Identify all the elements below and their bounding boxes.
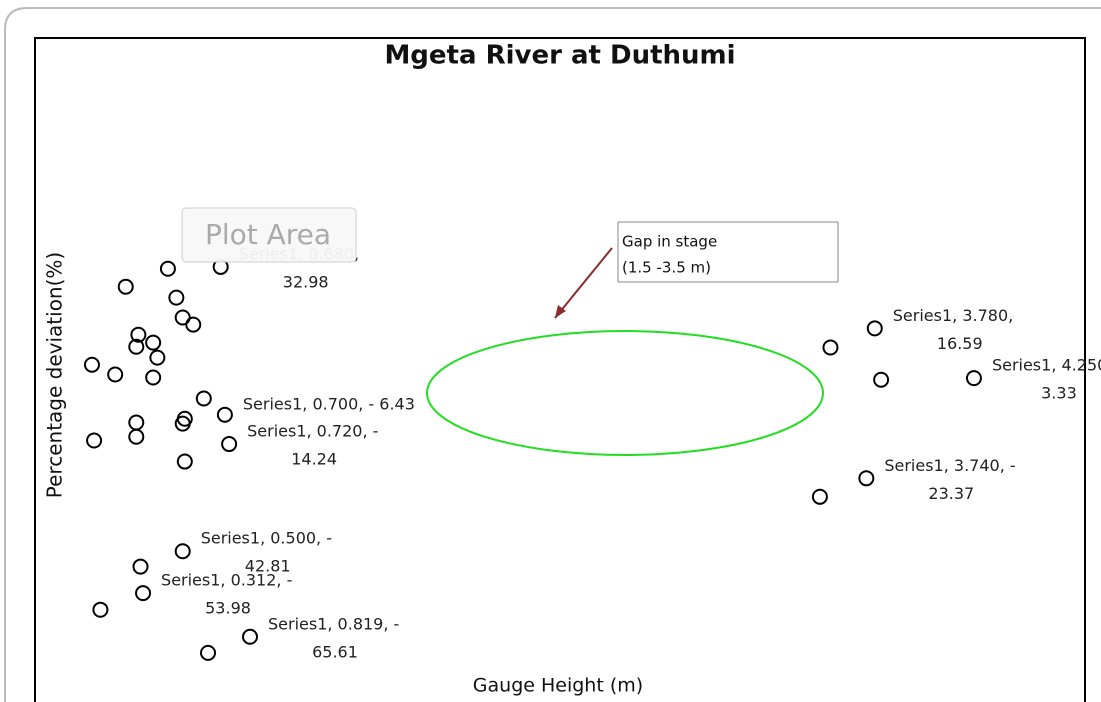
point: [128, 428, 145, 445]
point: [107, 366, 124, 383]
point: [168, 289, 185, 306]
point: [159, 260, 176, 277]
point: [174, 543, 191, 560]
data-label: 65.61: [312, 642, 358, 661]
data-label: Series1, 3.740, -: [884, 456, 1015, 475]
x-axis-label: Gauge Height (m): [473, 675, 643, 697]
data-label: Series1, 4.250,: [992, 356, 1101, 375]
point: [858, 470, 875, 487]
callout-arrow: [554, 247, 613, 319]
point: [86, 432, 103, 449]
point: [135, 585, 152, 602]
callout-arrowhead: [555, 305, 566, 318]
point: [965, 370, 982, 387]
data-label: Series1, 0.312, -: [161, 571, 292, 590]
point: [145, 334, 162, 351]
point: [117, 278, 134, 295]
point: [242, 628, 259, 645]
y-axis-label: Percentage deviation(%): [43, 252, 67, 498]
point: [149, 349, 166, 366]
data-label: Series1, 0.720, -: [247, 422, 378, 441]
data-label: 14.24: [291, 450, 337, 469]
point: [128, 338, 145, 355]
chart-title: Mgeta River at Duthumi: [384, 41, 735, 71]
point: [873, 371, 890, 388]
tooltip: [181, 207, 357, 263]
gap-ellipse: [426, 330, 824, 456]
point: [822, 339, 839, 356]
point: [132, 558, 149, 575]
point: [176, 453, 193, 470]
tooltip-text: Plot Area: [205, 218, 331, 251]
callout-box: [617, 221, 839, 283]
data-label: 32.98: [283, 272, 329, 291]
callout-text: Gap in stage: [622, 233, 717, 251]
point: [145, 369, 162, 386]
data-label: Series1, 0.819, -: [268, 614, 399, 633]
point: [216, 406, 233, 423]
data-label: Series1, 3.780,: [893, 306, 1013, 325]
point: [185, 316, 202, 333]
data-label: 23.37: [928, 484, 974, 503]
point: [92, 601, 109, 618]
callout-text: (1.5 -3.5 m): [622, 259, 711, 277]
plot-area[interactable]: [34, 37, 1086, 702]
data-label: Series1, 0.500, -: [201, 529, 332, 548]
point: [195, 390, 212, 407]
data-label: 53.98: [205, 599, 251, 618]
point: [130, 326, 147, 343]
data-label: Series1, 0.700, - 6.43: [243, 394, 415, 413]
data-label: 16.59: [937, 334, 983, 353]
chart-frame: [4, 7, 1101, 702]
data-label: 3.33: [1041, 384, 1077, 403]
point: [83, 356, 100, 373]
point: [221, 436, 238, 453]
point: [200, 644, 217, 661]
data-label: 42.81: [245, 557, 291, 576]
point: [866, 320, 883, 337]
point: [174, 415, 191, 432]
point: [811, 488, 828, 505]
